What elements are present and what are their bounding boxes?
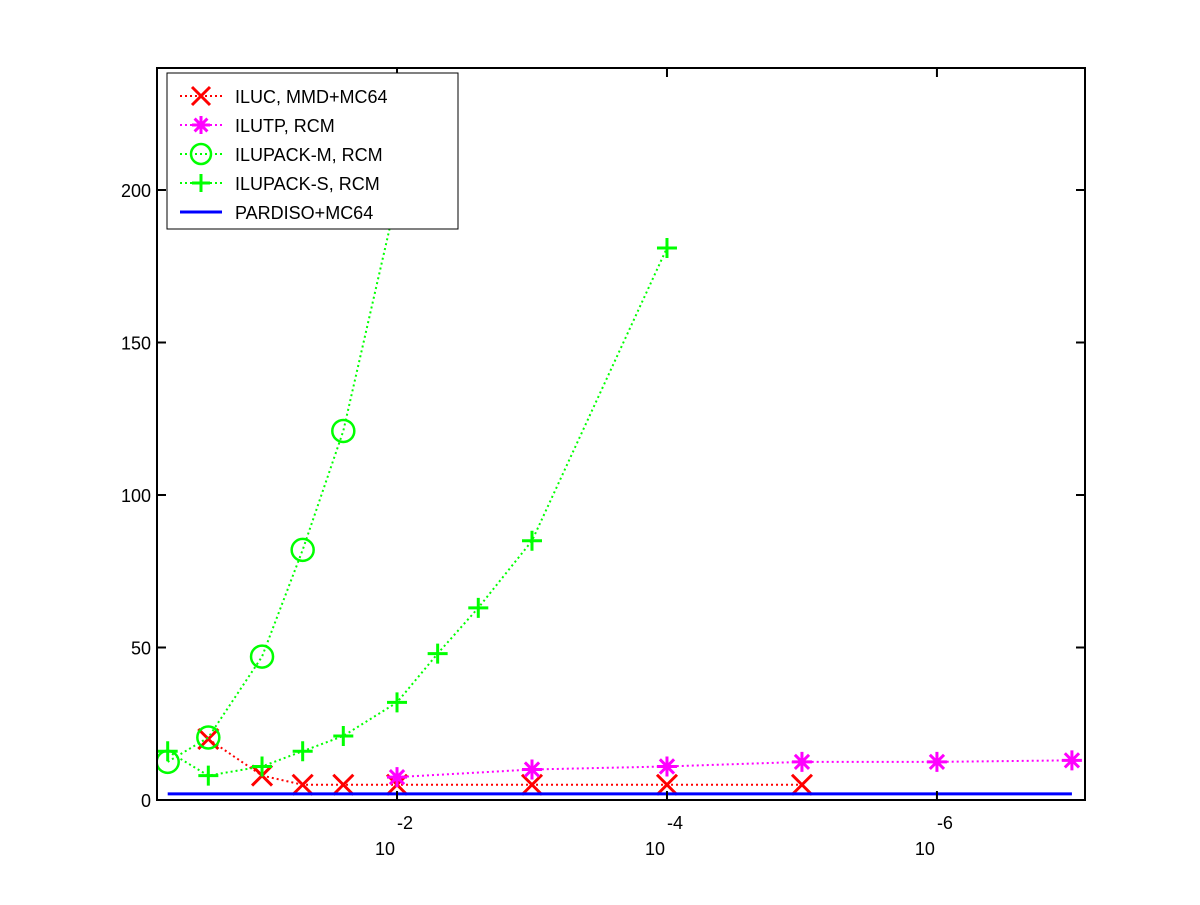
- y-tick-label: 100: [121, 486, 151, 506]
- x-tick-exponent: -6: [937, 813, 953, 833]
- marker: [790, 773, 814, 796]
- marker: [290, 537, 315, 563]
- x-tick-exponent: -4: [667, 813, 683, 833]
- marker: [387, 692, 408, 713]
- legend: ILUC, MMD+MC64 ILUTP, RCM ILUPACK-M, RCM IL…: [166, 72, 459, 230]
- y-tick-label: 150: [121, 334, 151, 354]
- legend-label: ILUC, MMD+MC64: [235, 87, 388, 107]
- marker: [791, 751, 812, 772]
- marker: [252, 756, 273, 777]
- marker: [157, 741, 178, 762]
- series-line: [207, 738, 802, 786]
- marker: [521, 759, 542, 780]
- legend-label: ILUPACK-M, RCM: [235, 145, 383, 165]
- y-tick-label: 0: [141, 791, 151, 811]
- marker: [291, 773, 314, 796]
- marker: [656, 756, 677, 777]
- axes-box: [156, 67, 1086, 801]
- marker: [249, 644, 275, 669]
- marker: [520, 773, 544, 796]
- marker: [656, 237, 677, 258]
- marker: [189, 142, 213, 166]
- marker: [1061, 750, 1082, 771]
- series-line: [167, 247, 668, 777]
- marker: [333, 725, 354, 746]
- marker: [468, 597, 489, 618]
- marker: [655, 773, 679, 796]
- plot-area: [157, 183, 1082, 796]
- series-line: [167, 195, 398, 763]
- legend-label: PARDISO+MC64: [235, 203, 373, 223]
- legend-label: ILUPACK-S, RCM: [235, 174, 380, 194]
- x-tick-label: 10: [915, 839, 935, 859]
- marker: [387, 767, 408, 788]
- y-tick-label: 50: [131, 639, 151, 659]
- marker: [332, 773, 355, 796]
- x-tick-exponent: -2: [397, 813, 413, 833]
- marker: [331, 418, 356, 444]
- marker: [427, 643, 448, 664]
- legend-box: [166, 72, 459, 230]
- marker: [198, 765, 219, 786]
- marker: [521, 530, 542, 551]
- marker: [292, 741, 313, 762]
- marker: [926, 751, 947, 772]
- marker: [192, 174, 210, 192]
- legend-label: ILUTP, RCM: [235, 116, 335, 136]
- y-tick-label: 200: [121, 181, 151, 201]
- marker: [190, 85, 212, 107]
- marker: [196, 725, 221, 750]
- x-tick-label: 10: [375, 839, 395, 859]
- x-tick-label: 10: [645, 839, 665, 859]
- marker: [192, 116, 210, 134]
